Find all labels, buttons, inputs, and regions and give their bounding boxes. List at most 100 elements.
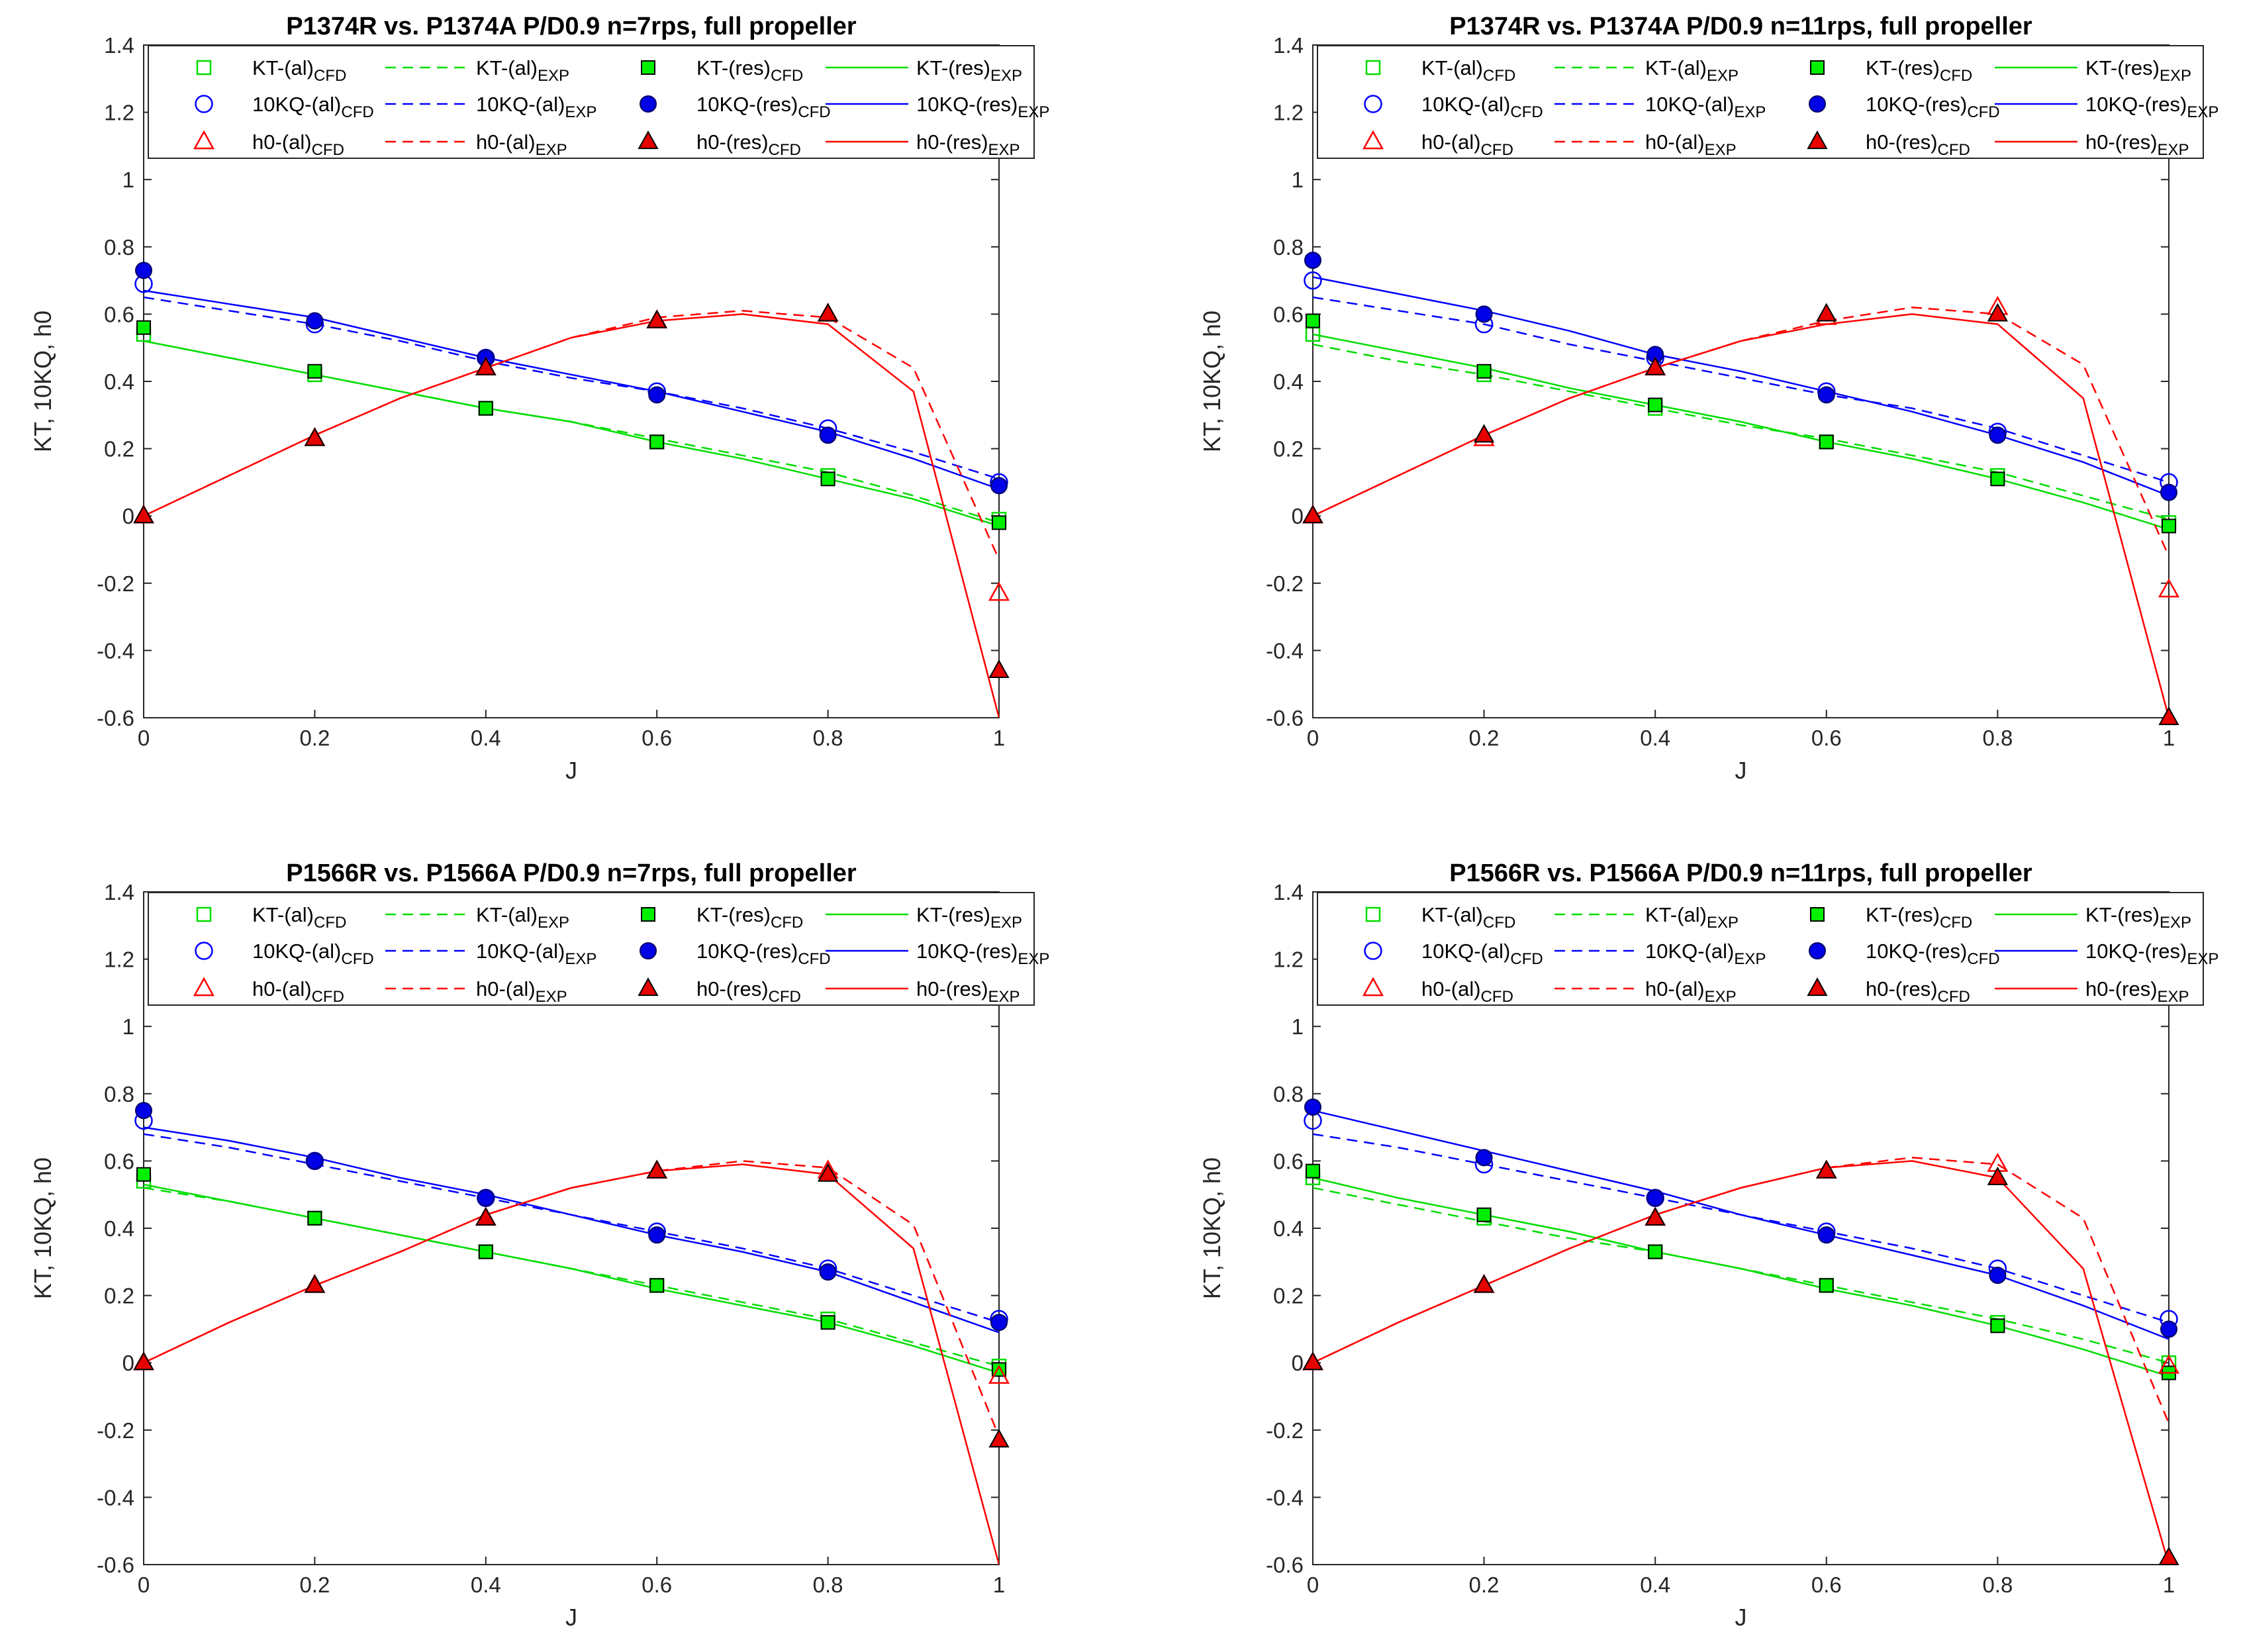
data-point xyxy=(135,1102,152,1120)
series-line-10kq-al-exp xyxy=(144,296,999,480)
x-tick-label: 0 xyxy=(138,1573,150,1597)
legend-label: h0-(res)EXP xyxy=(2085,130,2189,159)
series-line-h0-res-exp xyxy=(1313,1160,2169,1565)
legend-box xyxy=(1317,45,2204,159)
data-point xyxy=(819,426,837,444)
y-tick-label: 1.2 xyxy=(104,947,134,972)
data-point xyxy=(988,1429,1010,1448)
legend-item: KT-(res)CFD xyxy=(641,903,803,932)
legend-label: KT-(res)EXP xyxy=(2085,56,2191,85)
data-point xyxy=(1987,1166,2009,1185)
x-tick-label: 0.8 xyxy=(813,1573,843,1597)
data-point xyxy=(1989,426,2007,444)
y-tick-label: 1 xyxy=(1292,1014,1304,1039)
y-tick-label: 0.4 xyxy=(104,369,134,394)
data-point xyxy=(648,386,666,404)
y-tick-label: 0.2 xyxy=(104,1284,134,1308)
data-point xyxy=(307,1210,322,1226)
data-point xyxy=(1306,1163,1320,1179)
legend-marker xyxy=(195,942,213,960)
legend-item: 10KQ-(res)EXP xyxy=(1995,940,2218,968)
legend-label: 10KQ-(al)EXP xyxy=(476,940,596,968)
data-point xyxy=(819,1263,837,1281)
marker-layer xyxy=(132,1102,1010,1448)
legend-marker xyxy=(640,942,657,959)
data-point xyxy=(1987,303,2009,322)
legend-label: h0-(al)EXP xyxy=(1645,130,1737,159)
x-tick-label: 0.4 xyxy=(471,726,501,750)
legend-item: KT-(res)EXP xyxy=(826,56,1022,85)
data-point xyxy=(646,309,667,328)
legend-marker xyxy=(1365,60,1381,75)
y-tick-label: 1 xyxy=(122,168,134,192)
legend-item: 10KQ-(res)CFD xyxy=(640,940,831,968)
legend-item: h0-(al)CFD xyxy=(1362,977,1513,1006)
data-point xyxy=(1819,434,1834,450)
x-axis-label: J xyxy=(1735,1604,1747,1631)
data-point xyxy=(1990,1318,2005,1334)
chart-title: P1374R vs. P1374A P/D0.9 n=11rps, full p… xyxy=(1449,13,2032,40)
legend: KT-(al)CFD KT-(al)EXP KT-(res)CFD KT-(res)E… xyxy=(148,892,1049,1006)
legend-item: 10KQ-(res)EXP xyxy=(826,93,1049,121)
legend-box xyxy=(1317,892,2204,1006)
x-tick-label: 0 xyxy=(1307,1573,1319,1597)
data-point xyxy=(990,1314,1008,1332)
x-axis-label: J xyxy=(565,1604,577,1631)
legend-item: h0-(res)CFD xyxy=(638,130,801,159)
legend-label: 10KQ-(al)EXP xyxy=(1645,93,1766,121)
legend-label: 10KQ-(res)EXP xyxy=(2085,93,2218,121)
data-point xyxy=(2158,1354,2180,1374)
y-tick-label: 0.8 xyxy=(104,235,134,260)
data-point xyxy=(135,262,152,279)
x-axis-label: J xyxy=(565,757,577,784)
legend-label: KT-(res)CFD xyxy=(696,56,803,85)
legend-label: KT-(res)EXP xyxy=(916,56,1022,85)
legend-marker xyxy=(1365,906,1381,922)
y-axis-label: KT, 10KQ, h0 xyxy=(29,1157,56,1299)
data-point xyxy=(817,1163,839,1182)
series-line-kt-al-exp xyxy=(1313,343,2169,520)
legend-item: KT-(al)EXP xyxy=(1554,903,1739,932)
y-tick-label: -0.2 xyxy=(97,571,134,596)
legend-item: h0-(res)CFD xyxy=(1807,130,1970,159)
data-point xyxy=(820,1315,835,1330)
series-line-kt-al-exp xyxy=(144,340,999,524)
data-point xyxy=(136,1167,151,1182)
legend-item: 10KQ-(al)EXP xyxy=(1554,940,1766,968)
series-line-kt-res-exp xyxy=(144,340,999,527)
legend-item: h0-(al)EXP xyxy=(385,130,567,159)
data-point xyxy=(1645,356,1666,375)
data-point xyxy=(136,320,151,335)
y-tick-label: 1.4 xyxy=(104,33,134,58)
legend-label: h0-(res)EXP xyxy=(2085,977,2189,1006)
y-tick-label: 1 xyxy=(1292,168,1304,192)
x-tick-label: 0.2 xyxy=(299,1573,330,1597)
y-tick-label: 0.4 xyxy=(1273,1216,1304,1241)
legend-label: 10KQ-(res)CFD xyxy=(696,940,831,968)
data-point xyxy=(1819,1278,1834,1293)
legend-item: KT-(res)EXP xyxy=(1995,56,2191,85)
legend-item: h0-(al)CFD xyxy=(1362,130,1513,159)
y-tick-label: -0.2 xyxy=(1266,571,1304,596)
data-point xyxy=(475,356,497,375)
legend-label: KT-(al)EXP xyxy=(476,903,569,932)
legend-marker xyxy=(196,60,212,75)
series-line-10kq-res-exp xyxy=(144,289,999,490)
chart-title: P1566R vs. P1566A P/D0.9 n=7rps, full pr… xyxy=(286,859,857,887)
series-line-h0-res-exp xyxy=(144,313,999,718)
legend-item: KT-(al)EXP xyxy=(385,903,569,932)
data-point xyxy=(1304,252,1321,269)
y-tick-label: 0.6 xyxy=(1273,302,1304,326)
legend-label: h0-(al)CFD xyxy=(252,977,344,1006)
legend-item: 10KQ-(al)CFD xyxy=(1364,940,1543,968)
legend-item: KT-(res)EXP xyxy=(1995,903,2191,932)
legend-item: h0-(res)CFD xyxy=(1807,977,1970,1006)
legend-label: KT-(al)EXP xyxy=(1645,56,1739,85)
data-point xyxy=(304,427,326,446)
series-line-10kq-al-exp xyxy=(1313,1133,2169,1324)
y-tick-label: 0.4 xyxy=(1273,369,1304,394)
legend-marker xyxy=(1810,907,1825,922)
chart-panel-3: 0 0.2 0.4 0.6 0.8 1 -0.6 -0.4 -0.2 0 0.2 0.4 0.6 0.8 1… xyxy=(29,859,1049,1631)
data-point xyxy=(133,1351,154,1371)
